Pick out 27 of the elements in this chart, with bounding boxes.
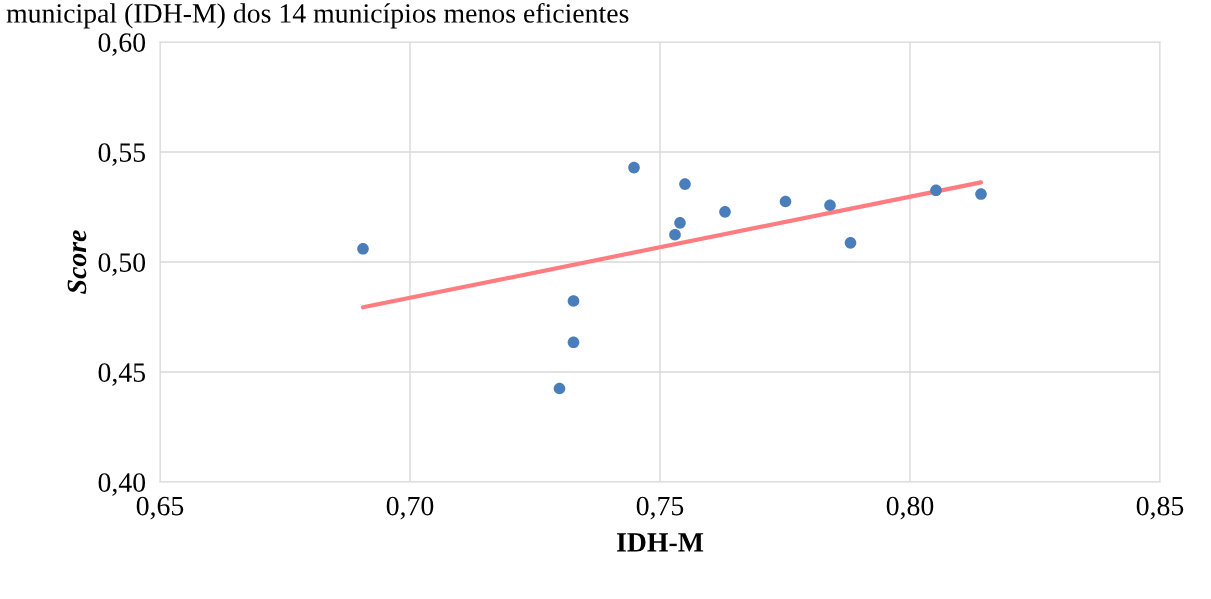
point [553,382,566,395]
y-tick-label: 0,60 [98,33,146,56]
y-tick-label: 0,50 [98,253,146,276]
x-tick-label: 0,80 [886,496,934,520]
y-tick-label: 0,45 [98,363,146,386]
point [628,161,640,174]
point [930,184,942,197]
y-axis-title: Score [67,230,87,294]
chart-title: municipal (IDH-M) dos 14 municípios menos eficientes [6,2,629,29]
point [669,228,681,241]
point [567,295,580,307]
x-tick-label: 0,75 [636,496,684,520]
point [824,199,836,212]
x-axis-title: IDH-M [616,533,704,552]
point [844,237,857,249]
x-tick-label: 0,85 [1136,496,1184,520]
point [674,217,686,229]
point [719,206,731,218]
point [779,195,792,208]
y-tick-label: 0,55 [98,143,146,166]
point [679,178,691,190]
x-tick-label: 0,70 [386,496,434,520]
point [975,188,987,200]
point [357,242,369,255]
point [567,336,580,349]
y-tick-label: 0,40 [98,473,146,496]
x-tick-label: 0,65 [136,496,184,520]
